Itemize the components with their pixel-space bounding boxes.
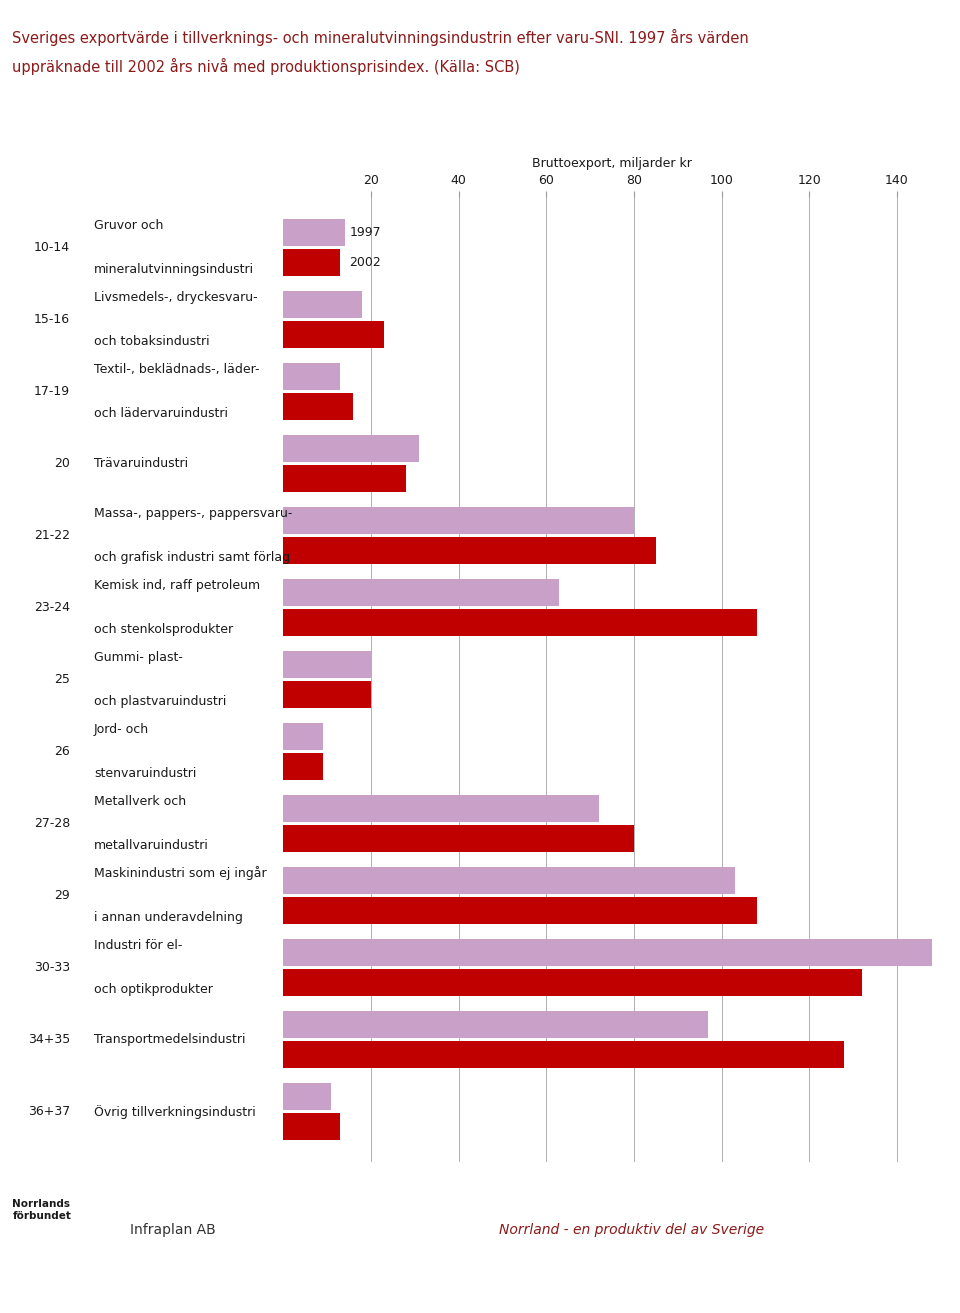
Text: 36+37: 36+37: [28, 1106, 70, 1119]
Bar: [283, 579, 560, 605]
Text: 27-28: 27-28: [34, 817, 70, 830]
Text: Infraplan AB: Infraplan AB: [130, 1222, 215, 1237]
Text: Industri för el-: Industri för el-: [94, 939, 182, 952]
Text: 15-16: 15-16: [34, 312, 70, 326]
Text: 10-14: 10-14: [34, 240, 70, 253]
Bar: [283, 723, 323, 750]
Text: Livsmedels-, dryckesvaru-: Livsmedels-, dryckesvaru-: [94, 290, 257, 303]
Bar: [283, 393, 353, 420]
Text: 23-24: 23-24: [35, 601, 70, 614]
Text: och optikprodukter: och optikprodukter: [94, 983, 213, 997]
Text: Norrland - en produktiv del av Sverige: Norrland - en produktiv del av Sverige: [499, 1222, 764, 1237]
Bar: [283, 362, 340, 390]
Text: Textil-, beklädnads-, läder-: Textil-, beklädnads-, läder-: [94, 362, 259, 376]
Bar: [283, 249, 340, 276]
Bar: [283, 435, 420, 462]
X-axis label: Bruttoexport, miljarder kr: Bruttoexport, miljarder kr: [532, 156, 692, 169]
Bar: [283, 754, 323, 780]
Text: och grafisk industri samt förlag: och grafisk industri samt förlag: [94, 551, 290, 565]
Text: 2002: 2002: [349, 256, 381, 269]
Bar: [283, 291, 362, 318]
Text: och stenkolsprodukter: och stenkolsprodukter: [94, 624, 233, 637]
Text: Norrlands
förbundet: Norrlands förbundet: [12, 1200, 71, 1221]
Bar: [283, 681, 371, 708]
Text: 20: 20: [54, 457, 70, 470]
Text: 30-33: 30-33: [34, 961, 70, 974]
Bar: [283, 796, 599, 822]
Bar: [283, 465, 406, 492]
Text: 1997: 1997: [349, 226, 381, 239]
Bar: [283, 1083, 331, 1109]
Text: och tobaksindustri: och tobaksindustri: [94, 335, 209, 348]
Bar: [283, 1113, 340, 1140]
Text: Transportmedelsindustri: Transportmedelsindustri: [94, 1033, 246, 1046]
Text: Maskinindustri som ej ingår: Maskinindustri som ej ingår: [94, 865, 267, 880]
Text: 26: 26: [55, 744, 70, 758]
Text: 25: 25: [54, 674, 70, 685]
Bar: [283, 507, 634, 533]
Text: Gruvor och: Gruvor och: [94, 218, 163, 231]
Text: 34+35: 34+35: [28, 1033, 70, 1046]
Text: Jord- och: Jord- och: [94, 722, 149, 735]
Text: 21-22: 21-22: [35, 529, 70, 542]
Bar: [283, 867, 734, 894]
Bar: [283, 322, 384, 348]
Text: mineralutvinningsindustri: mineralutvinningsindustri: [94, 263, 254, 276]
Text: Gummi- plast-: Gummi- plast-: [94, 651, 183, 663]
Bar: [283, 897, 756, 924]
Bar: [283, 651, 371, 678]
Bar: [283, 537, 656, 563]
Bar: [283, 219, 345, 246]
Text: uppräknade till 2002 års nivå med produktionsprisindex. (Källa: SCB): uppräknade till 2002 års nivå med produk…: [12, 58, 520, 75]
Text: 29: 29: [55, 889, 70, 902]
Bar: [283, 1011, 708, 1037]
Text: Metallverk och: Metallverk och: [94, 794, 186, 807]
Bar: [283, 969, 862, 997]
Bar: [283, 939, 932, 966]
Text: stenvaruindustri: stenvaruindustri: [94, 767, 197, 780]
Text: metallvaruindustri: metallvaruindustri: [94, 839, 209, 852]
Text: Övrig tillverkningsindustri: Övrig tillverkningsindustri: [94, 1104, 255, 1119]
Bar: [283, 1041, 845, 1067]
Text: 17-19: 17-19: [34, 385, 70, 398]
Text: Kemisk ind, raff petroleum: Kemisk ind, raff petroleum: [94, 579, 260, 592]
Text: Sveriges exportvärde i tillverknings- och mineralutvinningsindustrin efter varu-: Sveriges exportvärde i tillverknings- oc…: [12, 29, 749, 46]
Text: och plastvaruindustri: och plastvaruindustri: [94, 695, 227, 708]
Text: i annan underavdelning: i annan underavdelning: [94, 911, 243, 924]
Text: Trävaruindustri: Trävaruindustri: [94, 457, 188, 470]
Text: och lädervaruindustri: och lädervaruindustri: [94, 407, 228, 420]
Text: Massa-, pappers-, pappersvaru-: Massa-, pappers-, pappersvaru-: [94, 507, 293, 520]
Bar: [283, 826, 634, 852]
Bar: [283, 609, 756, 635]
